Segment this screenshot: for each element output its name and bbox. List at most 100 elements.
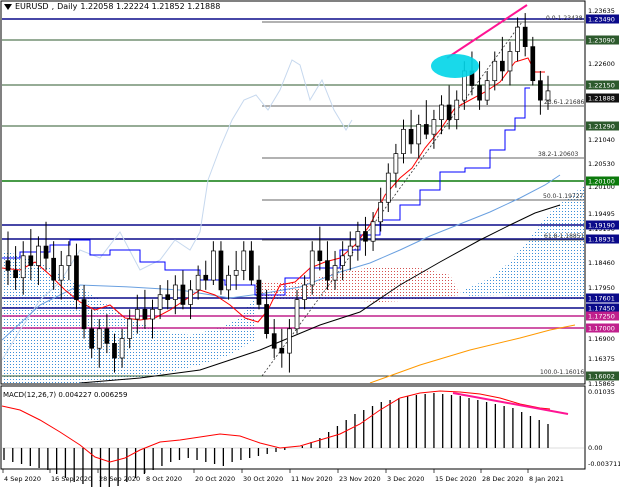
- price-marker-label: 1.17450: [588, 305, 615, 313]
- candle-body: [370, 221, 376, 242]
- candle-body: [446, 104, 452, 120]
- candle-body: [233, 270, 239, 276]
- price-marker-label: 1.17601: [588, 295, 615, 303]
- candle-body: [58, 265, 64, 281]
- price-tick-label: 1.16375: [588, 355, 615, 363]
- candle-body: [28, 255, 34, 266]
- candle-body: [317, 250, 323, 262]
- time-tick-label: 30 Oct 2020: [243, 475, 283, 483]
- time-tick-label: 15 Dec 2020: [435, 475, 477, 483]
- candle-body: [439, 104, 444, 120]
- macd-value1: 0.004227: [58, 391, 92, 399]
- divergence-line-macd: [452, 392, 569, 415]
- candle-body: [393, 153, 399, 174]
- candle-body: [279, 347, 285, 354]
- time-tick-label: 28 Sep 2020: [99, 475, 140, 483]
- price-marker: [586, 14, 619, 24]
- candle-body: [226, 274, 231, 291]
- price-tick-label: 1.21040: [588, 136, 615, 144]
- candle-body: [195, 274, 201, 291]
- macd-panel: [1, 390, 584, 487]
- candle-body: [385, 172, 391, 203]
- candle-body: [507, 51, 513, 72]
- candle-body: [241, 250, 247, 271]
- candle-body: [302, 284, 307, 300]
- candle-body: [325, 260, 330, 281]
- candle-body: [180, 284, 186, 305]
- price-tick-label: 1.20530: [588, 160, 615, 168]
- price-marker: [586, 371, 619, 381]
- time-tick-label: 28 Dec 2020: [482, 475, 524, 483]
- candle-body: [218, 250, 224, 291]
- price-marker: [586, 35, 619, 45]
- candle-body: [13, 270, 18, 279]
- candle-body: [127, 318, 133, 339]
- price-tick-label: 1.18460: [588, 259, 615, 267]
- price-marker-label: 1.22150: [588, 82, 615, 90]
- candle-body: [332, 265, 338, 281]
- price-marker: [586, 121, 619, 131]
- price-tick-label: 1.23635: [588, 7, 615, 15]
- price-tick-label: 1.15865: [588, 380, 615, 388]
- price-marker-label: 1.21888: [588, 95, 615, 103]
- candle-body: [309, 250, 315, 286]
- candle-body: [104, 328, 110, 344]
- candle-body: [119, 338, 125, 359]
- chikou-span: [2, 59, 353, 361]
- price-marker: [586, 220, 619, 230]
- price-marker: [586, 293, 619, 303]
- price-marker: [586, 311, 619, 321]
- ichimoku-cloud-bull: [2, 250, 255, 383]
- time-tick-label: 4 Sep 2020: [4, 475, 41, 483]
- ohlc-values: 1.22058 1.22224 1.21852 1.21888: [80, 2, 221, 11]
- price-tick-label: 1.22600: [588, 60, 615, 68]
- price-marker-label: 1.18931: [588, 236, 615, 244]
- macd-header: MACD(12,26,7) 0.004227 0.006259: [3, 391, 127, 399]
- divergence-line-price: [446, 4, 528, 59]
- candle-body: [165, 294, 171, 300]
- price-marker-label: 1.23490: [588, 16, 615, 24]
- candle-body: [408, 128, 414, 145]
- candle-body: [203, 274, 209, 281]
- macd-panel-frame: [0, 385, 586, 470]
- macd-value2: 0.006259: [94, 391, 128, 399]
- macd-axis: 0.01035 0.00 -0.003711: [588, 388, 620, 468]
- candle-body: [294, 299, 300, 330]
- ma-lightblue: [2, 174, 561, 341]
- ichimoku-cloud-bull-right: [460, 185, 584, 300]
- candle-body: [96, 328, 102, 349]
- price-panel-frame: [0, 0, 586, 385]
- candle-body: [530, 46, 536, 82]
- price-marker: [586, 176, 619, 186]
- price-marker-label: 1.20100: [588, 178, 615, 186]
- time-tick-label: 16 Sep 2020: [51, 475, 92, 483]
- candle-body: [477, 85, 482, 101]
- macd-histogram: [3, 393, 549, 487]
- price-marker-label: 1.23090: [588, 37, 615, 45]
- candle-body: [74, 255, 79, 300]
- candle-body: [347, 245, 353, 257]
- fibo-label: 0.0-1.23438: [546, 15, 583, 22]
- candle-body: [500, 60, 505, 72]
- candle-body: [431, 119, 437, 135]
- candle-body: [271, 333, 277, 349]
- candle-body: [484, 80, 490, 101]
- fibo-label: 61.8-1.18851: [544, 233, 585, 240]
- highlight-ellipse: [431, 54, 479, 78]
- candle-body: [423, 124, 429, 135]
- time-tick-label: 11 Nov 2020: [291, 475, 333, 483]
- candle-body: [112, 343, 117, 359]
- price-tick-label: 1.17950: [588, 284, 615, 292]
- candle-body: [89, 328, 95, 349]
- price-marker: [586, 323, 619, 333]
- time-tick-label: 23 Nov 2020: [339, 475, 381, 483]
- candle-body: [51, 257, 56, 281]
- candle-body: [36, 245, 41, 266]
- price-marker: [586, 234, 619, 244]
- candle-body: [545, 90, 551, 101]
- ma-orange: [369, 324, 576, 383]
- dropdown-triangle-icon[interactable]: [4, 3, 12, 10]
- macd-tick-label: 0.01035: [588, 388, 615, 396]
- time-tick-label: 8 Oct 2020: [146, 475, 182, 483]
